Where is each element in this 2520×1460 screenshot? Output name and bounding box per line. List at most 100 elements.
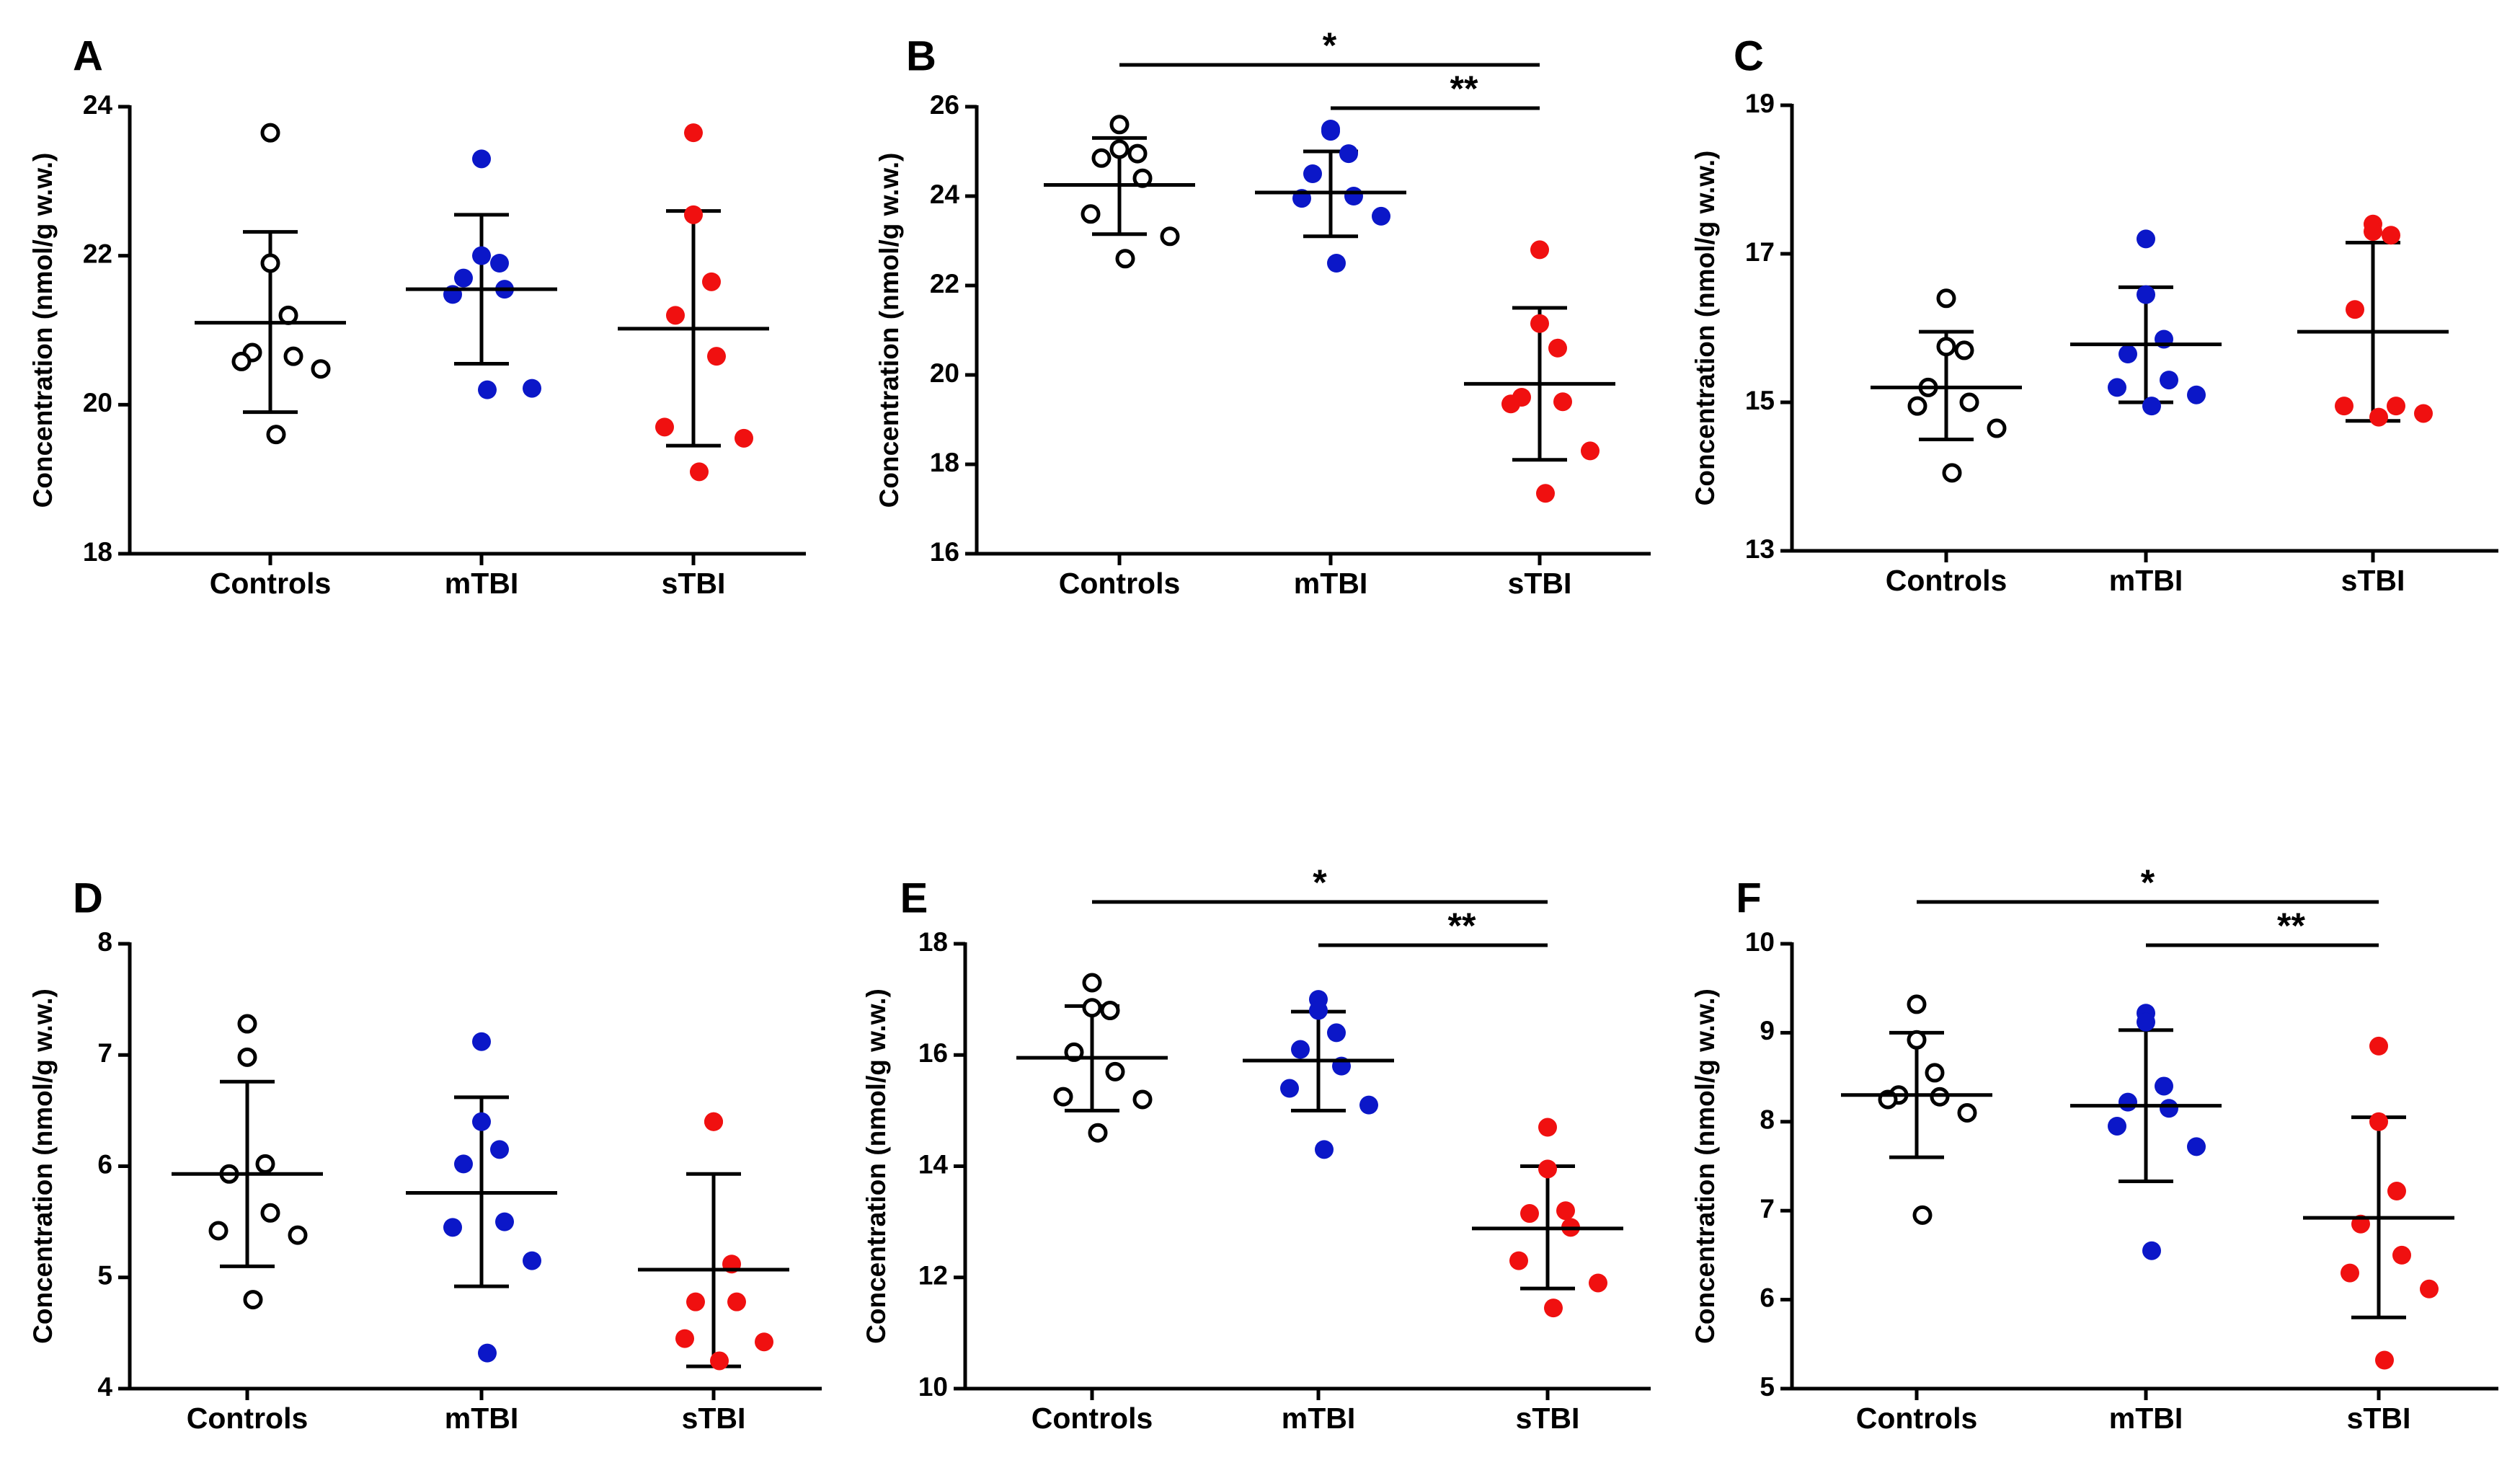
significance-label: ** bbox=[1448, 906, 1476, 946]
data-point bbox=[1291, 1040, 1310, 1059]
data-point bbox=[1053, 1087, 1073, 1107]
data-point bbox=[1530, 314, 1549, 333]
data-point bbox=[472, 149, 491, 169]
data-point bbox=[288, 1225, 308, 1245]
data-point bbox=[1538, 1159, 1557, 1179]
data-point bbox=[1081, 204, 1101, 224]
data-point bbox=[2369, 1036, 2388, 1056]
significance-label: * bbox=[1323, 25, 1337, 66]
panel-letter: B bbox=[906, 32, 936, 79]
panel-letter: D bbox=[73, 875, 103, 921]
data-point bbox=[1327, 1023, 1346, 1043]
y-tick-label: 26 bbox=[930, 90, 959, 120]
x-category-label: sTBI bbox=[682, 1402, 746, 1435]
data-point bbox=[735, 428, 753, 448]
data-point bbox=[2160, 371, 2178, 390]
data-point bbox=[2420, 1279, 2439, 1298]
data-point bbox=[2364, 222, 2382, 242]
significance-label: ** bbox=[1450, 68, 1478, 109]
data-point bbox=[454, 268, 473, 288]
data-point bbox=[1132, 1089, 1153, 1110]
panel-d: D Concentration (nmol/g w.w.) 4 5 6 7 8 Control… bbox=[28, 875, 822, 1435]
data-point bbox=[707, 347, 726, 366]
data-point bbox=[2369, 1112, 2388, 1131]
data-point bbox=[1109, 115, 1130, 135]
data-point bbox=[1344, 187, 1363, 205]
data-point bbox=[2414, 404, 2433, 423]
data-point bbox=[472, 246, 491, 265]
panel-letter: A bbox=[73, 32, 103, 79]
x-category-label: Controls bbox=[1059, 567, 1181, 600]
y-tick-label: 7 bbox=[97, 1038, 112, 1068]
data-point bbox=[1954, 340, 1974, 360]
data-point bbox=[666, 306, 685, 325]
data-point bbox=[1530, 240, 1549, 260]
panel-letter: E bbox=[900, 875, 928, 921]
data-point bbox=[1127, 143, 1148, 164]
data-point bbox=[1280, 1079, 1299, 1098]
data-point bbox=[1082, 973, 1102, 993]
data-point bbox=[655, 417, 674, 437]
series-controls bbox=[1871, 288, 2022, 483]
y-axis-title: Concentration (nmol/g w.w.) bbox=[1690, 151, 1720, 506]
data-point bbox=[2108, 1116, 2126, 1136]
data-point bbox=[278, 305, 298, 325]
data-point bbox=[2160, 1099, 2178, 1118]
x-category-label: mTBI bbox=[1282, 1402, 1356, 1435]
data-point bbox=[1372, 206, 1390, 226]
x-category-label: sTBI bbox=[1508, 567, 1572, 600]
y-tick-label: 12 bbox=[918, 1261, 948, 1291]
data-point bbox=[2187, 1137, 2206, 1156]
data-point bbox=[454, 1154, 473, 1174]
y-tick-label: 20 bbox=[83, 388, 112, 417]
data-point bbox=[1105, 1061, 1125, 1081]
data-point bbox=[1536, 484, 1555, 503]
data-point bbox=[237, 1047, 257, 1067]
y-tick-label: 6 bbox=[1760, 1283, 1775, 1312]
data-point bbox=[1589, 1273, 1607, 1293]
y-tick-label: 16 bbox=[918, 1038, 948, 1068]
y-tick-label: 20 bbox=[930, 358, 959, 388]
series-mtbi bbox=[406, 1032, 557, 1363]
y-tick-label: 7 bbox=[1760, 1194, 1775, 1224]
significance-label: * bbox=[2141, 862, 2155, 903]
y-tick-label: 13 bbox=[1745, 534, 1775, 564]
y-axis-title: Concentration (nmol/g w.w.) bbox=[28, 988, 58, 1344]
data-point bbox=[1109, 139, 1130, 159]
data-point bbox=[260, 1203, 280, 1223]
data-point bbox=[1907, 396, 1927, 416]
series-mtbi bbox=[1243, 990, 1394, 1159]
y-tick-label: 22 bbox=[83, 239, 112, 268]
data-point bbox=[1082, 998, 1102, 1018]
data-point bbox=[2142, 1241, 2161, 1260]
significance-label: * bbox=[1313, 862, 1327, 903]
data-point bbox=[1309, 1001, 1328, 1020]
x-category-label: sTBI bbox=[2347, 1402, 2411, 1435]
data-point bbox=[266, 425, 286, 445]
panel-letter: C bbox=[1734, 32, 1764, 79]
y-tick-label: 18 bbox=[83, 537, 112, 567]
data-point bbox=[702, 272, 721, 291]
data-point bbox=[2119, 1092, 2137, 1112]
data-point bbox=[260, 123, 280, 143]
data-point bbox=[2335, 397, 2353, 416]
series-stbi bbox=[1464, 240, 1615, 503]
data-point bbox=[1936, 337, 1956, 357]
y-tick-label: 22 bbox=[930, 269, 959, 298]
series-mtbi bbox=[2070, 1004, 2222, 1260]
series-stbi bbox=[2303, 1036, 2454, 1370]
y-tick-label: 8 bbox=[97, 927, 112, 957]
data-point bbox=[1544, 1298, 1563, 1318]
data-point bbox=[1501, 394, 1520, 414]
y-tick-label: 10 bbox=[918, 1372, 948, 1402]
data-point bbox=[523, 1251, 541, 1270]
data-point bbox=[1936, 288, 1956, 309]
series-mtbi bbox=[2070, 229, 2222, 416]
data-point bbox=[2137, 1012, 2155, 1032]
y-axis-title: Concentration (nmol/g w.w.) bbox=[861, 988, 891, 1344]
y-tick-label: 9 bbox=[1760, 1016, 1775, 1045]
y-tick-label: 8 bbox=[1760, 1105, 1775, 1135]
data-point bbox=[2375, 1350, 2394, 1370]
data-point bbox=[2382, 226, 2400, 245]
x-category-label: Controls bbox=[1031, 1402, 1153, 1435]
